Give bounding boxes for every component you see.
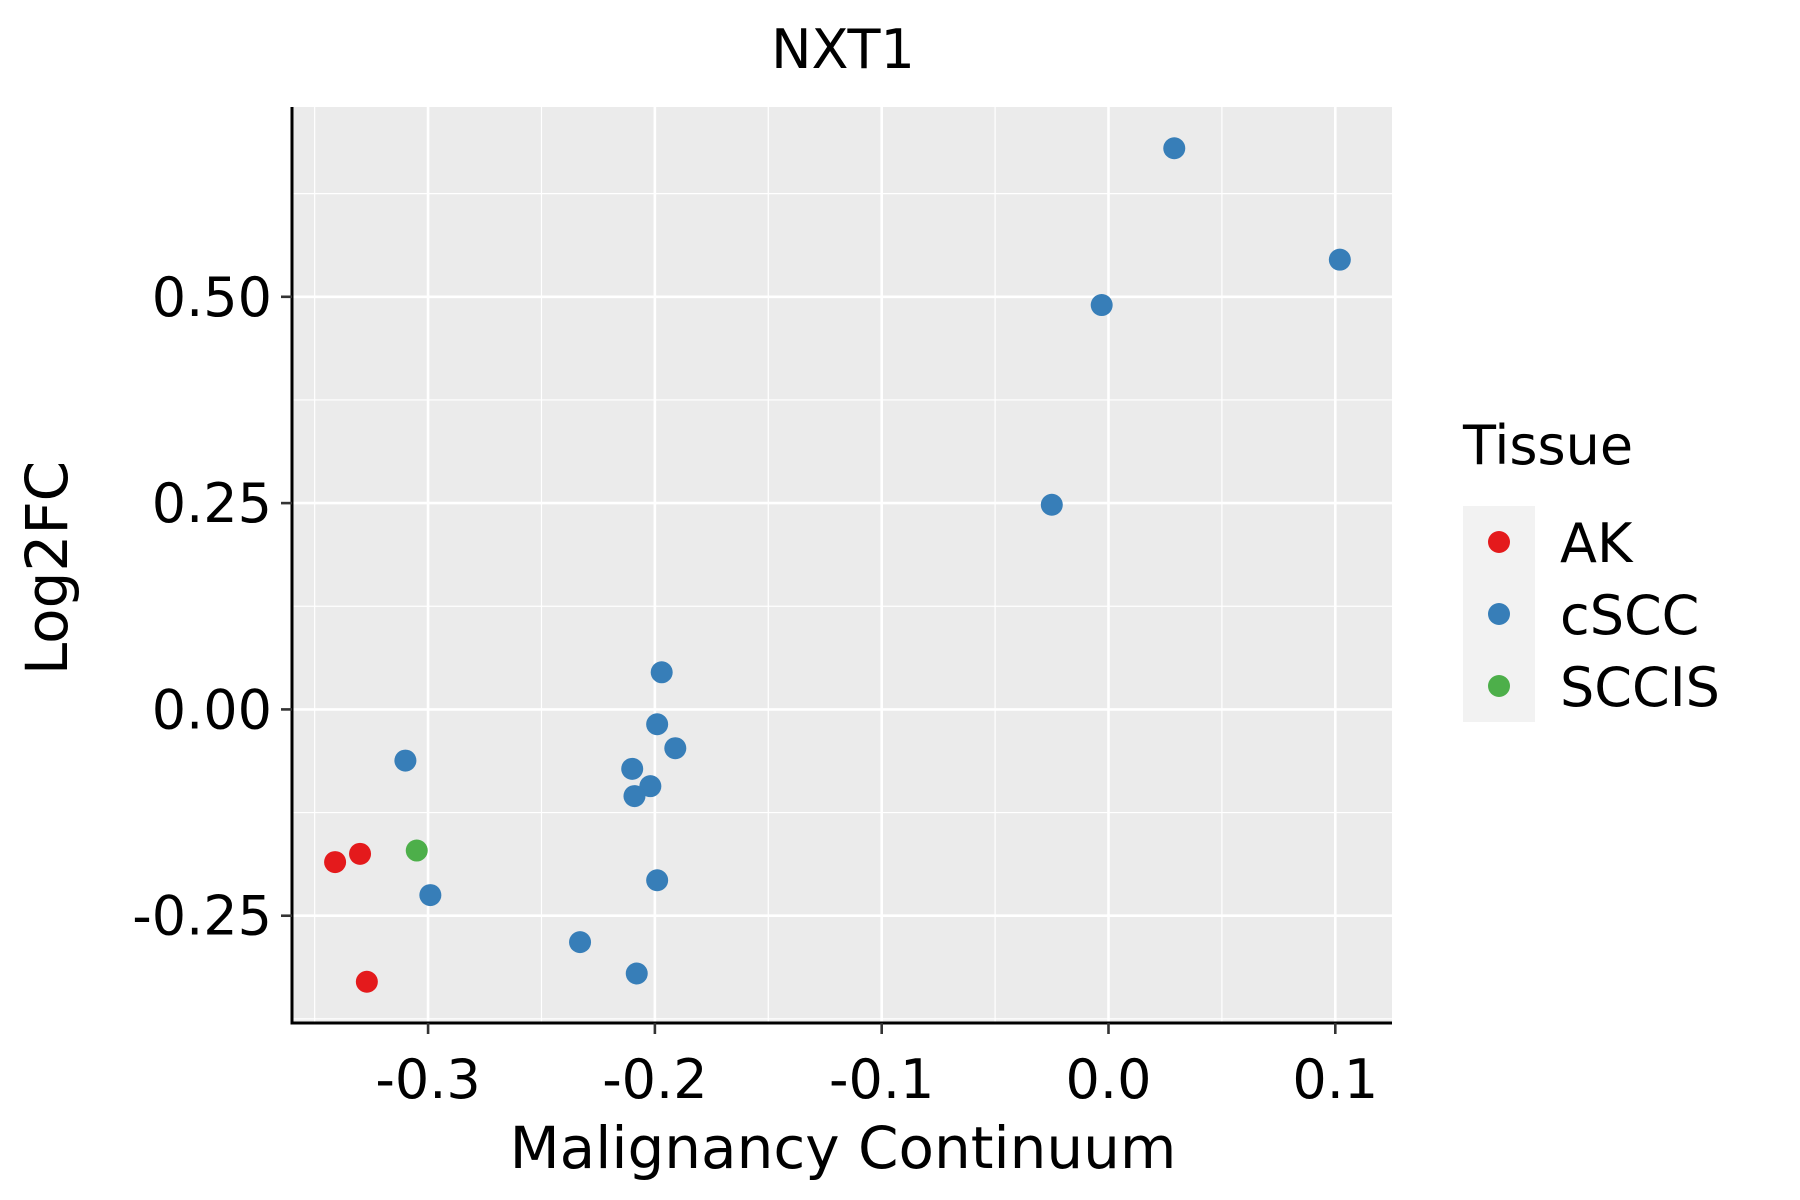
legend-key-sccis bbox=[1488, 675, 1510, 697]
legend-label-sccis: SCCIS bbox=[1560, 656, 1720, 719]
y-tick-label: 0.25 bbox=[152, 472, 272, 535]
y-tick-label: 0.00 bbox=[152, 678, 272, 741]
point-cscc bbox=[1328, 248, 1351, 271]
x-axis-ticks: -0.3 -0.2 -0.1 0.0 0.1 bbox=[375, 1023, 1378, 1111]
axes bbox=[290, 107, 1392, 1025]
chart-title: NXT1 bbox=[771, 18, 915, 81]
point-ak bbox=[355, 970, 378, 993]
point-cscc bbox=[623, 785, 646, 808]
x-tick-label: -0.3 bbox=[375, 1048, 480, 1111]
point-sccis bbox=[405, 839, 428, 862]
minor-gridlines bbox=[292, 107, 1392, 1023]
x-tick-label: 0.0 bbox=[1066, 1048, 1152, 1111]
point-cscc bbox=[650, 661, 673, 684]
legend-key-cscc bbox=[1488, 603, 1510, 625]
legend-title: Tissue bbox=[1462, 414, 1633, 477]
x-tick-label: -0.1 bbox=[829, 1048, 934, 1111]
y-axis-label: Log2FC bbox=[13, 461, 81, 675]
plot-panel bbox=[292, 107, 1392, 1023]
legend: Tissue AK cSCC SCCIS bbox=[1462, 414, 1720, 722]
y-tick-label: 0.50 bbox=[152, 266, 272, 329]
point-ak bbox=[349, 842, 372, 865]
point-cscc bbox=[1040, 493, 1063, 516]
y-tick-label: -0.25 bbox=[132, 885, 272, 948]
legend-label-cscc: cSCC bbox=[1560, 584, 1699, 647]
x-tick-label: 0.1 bbox=[1292, 1048, 1378, 1111]
point-cscc bbox=[646, 869, 669, 892]
legend-label-ak: AK bbox=[1560, 512, 1634, 575]
point-cscc bbox=[625, 962, 648, 985]
major-gridlines bbox=[292, 107, 1392, 1023]
point-cscc bbox=[419, 884, 442, 907]
x-axis-label: Malignancy Continuum bbox=[510, 1114, 1177, 1182]
point-cscc bbox=[639, 775, 662, 798]
y-axis-ticks: -0.25 0.00 0.25 0.50 bbox=[132, 266, 292, 948]
x-tick-label: -0.2 bbox=[602, 1048, 707, 1111]
point-cscc bbox=[664, 737, 687, 760]
point-cscc bbox=[646, 713, 669, 736]
legend-key-ak bbox=[1488, 531, 1510, 553]
point-cscc bbox=[1090, 294, 1113, 317]
point-cscc bbox=[569, 931, 592, 954]
data-points bbox=[324, 137, 1351, 993]
point-ak bbox=[324, 851, 347, 874]
point-cscc bbox=[1163, 137, 1186, 160]
point-cscc bbox=[621, 757, 644, 780]
point-cscc bbox=[394, 749, 417, 772]
